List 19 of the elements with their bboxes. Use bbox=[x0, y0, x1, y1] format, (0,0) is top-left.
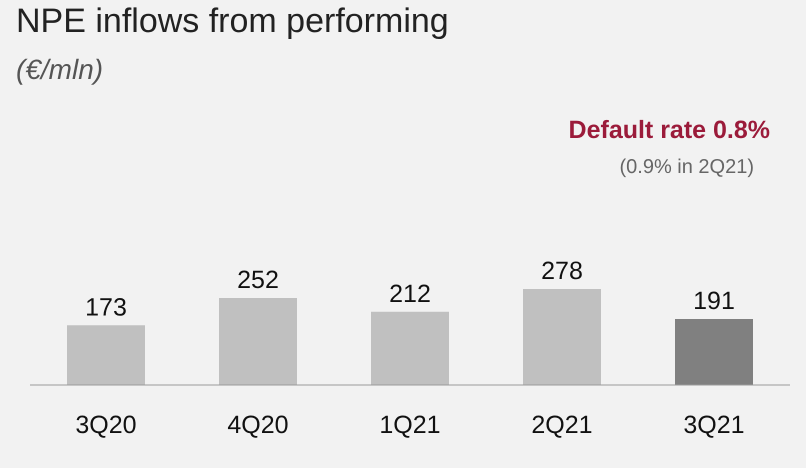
text: (0.9% in 2Q21) bbox=[619, 156, 754, 179]
text: Default rate 0.8% bbox=[568, 116, 770, 145]
bar bbox=[219, 298, 297, 385]
bar bbox=[67, 325, 145, 385]
x-tick-label: 3Q20 bbox=[75, 410, 137, 439]
data-label: 252 bbox=[237, 266, 279, 294]
data-label: 173 bbox=[85, 293, 127, 322]
bar bbox=[523, 289, 601, 385]
data-label: 191 bbox=[693, 287, 735, 316]
data-label: 212 bbox=[389, 280, 431, 308]
x-tick-label: 1Q21 bbox=[379, 410, 441, 439]
chart-subtitle: (€/mln) bbox=[16, 54, 104, 86]
data-label: 278 bbox=[541, 257, 583, 285]
x-tick-label: 2Q21 bbox=[531, 410, 593, 439]
x-tick-label: 4Q20 bbox=[227, 410, 289, 439]
chart-title: NPE inflows from performing bbox=[16, 2, 449, 41]
bar bbox=[371, 312, 449, 385]
bar bbox=[675, 319, 753, 385]
x-tick-label: 3Q21 bbox=[683, 410, 745, 439]
